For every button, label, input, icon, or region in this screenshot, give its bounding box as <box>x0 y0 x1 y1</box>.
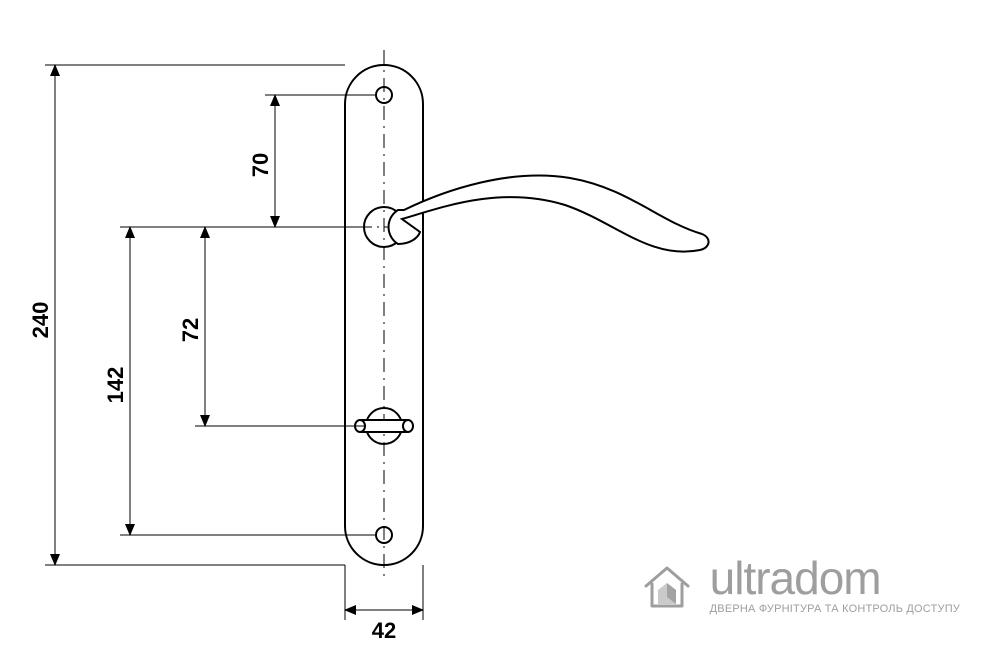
dim-70-label: 70 <box>248 153 273 177</box>
house-icon <box>632 550 702 620</box>
dim-142-label: 142 <box>103 367 128 404</box>
dim-overall-height: 240 <box>28 65 345 565</box>
door-handle-lever <box>389 176 709 252</box>
dim-width-42: 42 <box>345 565 423 643</box>
dim-72: 72 <box>178 227 366 426</box>
dim-240-label: 240 <box>28 302 53 339</box>
dim-142: 142 <box>103 227 376 535</box>
dim-72-label: 72 <box>178 318 203 342</box>
brand-watermark: ultradom ДВЕРНА ФУРНІТУРА ТА КОНТРОЛЬ ДО… <box>632 550 960 620</box>
brand-name: ultradom <box>710 555 960 601</box>
dim-70: 70 <box>248 95 376 227</box>
dim-42-label: 42 <box>372 618 396 643</box>
brand-tagline: ДВЕРНА ФУРНІТУРА ТА КОНТРОЛЬ ДОСТУПУ <box>710 603 960 615</box>
